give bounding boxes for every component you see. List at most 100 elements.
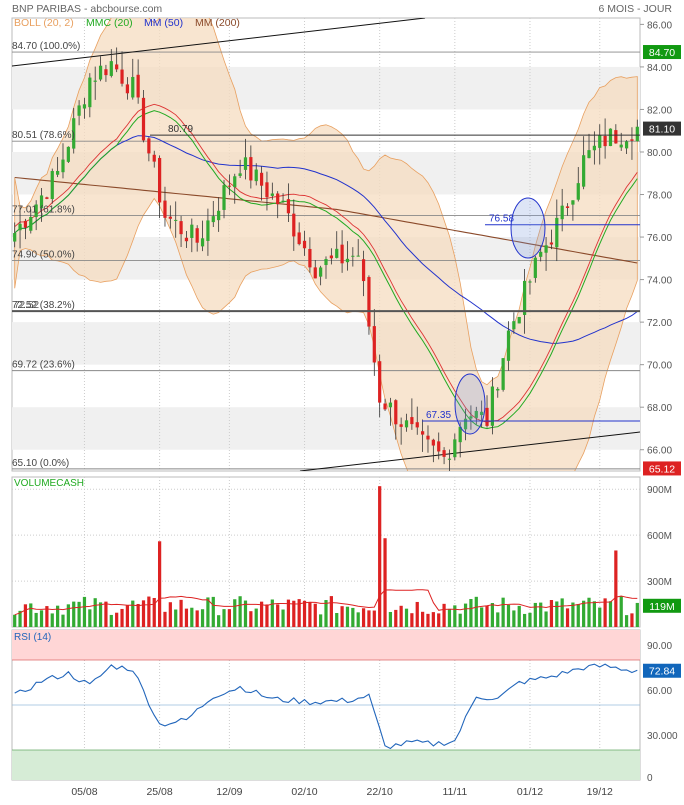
candle-body	[147, 138, 151, 154]
candle	[453, 433, 457, 461]
candle	[222, 179, 226, 219]
volume-bar	[587, 597, 591, 627]
candle-body	[227, 185, 231, 187]
candle-body	[249, 157, 253, 181]
volume-bar	[522, 613, 527, 627]
candle	[624, 140, 629, 155]
candle	[98, 56, 103, 82]
volume-bar	[125, 605, 130, 627]
volume-bar	[329, 596, 333, 627]
volume-bar	[474, 596, 478, 627]
price-badge-label: 81.10	[649, 124, 675, 136]
volume-bar	[442, 603, 446, 627]
candle	[372, 309, 376, 376]
candle	[238, 159, 242, 178]
price-y-tick-label: 70.00	[647, 361, 672, 372]
volume-bar	[222, 609, 226, 627]
candle-body	[120, 69, 124, 84]
volume-bar	[415, 601, 419, 627]
candle	[351, 247, 355, 267]
candle	[233, 173, 237, 204]
candle-body	[608, 128, 613, 147]
trendline-upper	[12, 18, 426, 67]
volume-y-tick-label: 900M	[647, 485, 672, 496]
candle	[522, 269, 527, 334]
candle-body	[222, 185, 226, 210]
candle	[361, 250, 366, 297]
candle	[190, 218, 194, 253]
candle-body	[565, 206, 570, 208]
volume-bar	[200, 609, 205, 627]
candle	[630, 127, 634, 160]
candle	[259, 166, 264, 201]
volume-bar	[431, 612, 435, 627]
volume-bar	[512, 610, 516, 627]
candle	[469, 405, 473, 430]
candle	[18, 206, 22, 249]
candle-body	[555, 217, 559, 248]
volume-bar	[501, 597, 505, 627]
volume-bar	[528, 612, 532, 627]
candle-body	[152, 154, 156, 162]
candle	[340, 230, 344, 273]
price-badge	[643, 461, 681, 476]
candle-body	[66, 146, 70, 162]
candle	[458, 422, 462, 458]
candle	[217, 197, 221, 232]
candle	[195, 225, 199, 252]
candle-body	[45, 197, 49, 199]
volume-bar	[308, 601, 312, 627]
candle-body	[254, 169, 258, 182]
legend-mm200: MM (200)	[195, 17, 240, 29]
candle	[431, 438, 435, 463]
volume-bar	[313, 603, 317, 627]
price-y-tick-label: 66.00	[647, 446, 672, 457]
candle	[485, 395, 489, 428]
candle	[168, 205, 172, 229]
candle	[421, 419, 425, 452]
candle-body	[528, 281, 532, 283]
red-average-line	[14, 103, 638, 423]
candle	[506, 321, 511, 371]
candle	[635, 119, 639, 142]
x-tick-label: 25/08	[146, 786, 172, 798]
candle	[603, 118, 607, 159]
candle-body	[217, 210, 221, 221]
fib-level-label: 77.01 (61.8%)	[12, 205, 75, 216]
volume-bar	[469, 599, 473, 627]
volume-bar	[93, 598, 97, 627]
candle-body	[426, 435, 430, 440]
candle	[571, 200, 575, 221]
volume-bar	[168, 602, 172, 627]
volume-bar	[361, 608, 366, 627]
candle-body	[630, 139, 634, 141]
candle-body	[23, 220, 28, 228]
candle-body	[313, 267, 317, 279]
volume-bar	[555, 601, 559, 627]
candle-body	[109, 61, 113, 76]
candle	[383, 398, 387, 411]
volume-bar	[367, 610, 371, 627]
candle	[378, 354, 382, 418]
candle	[308, 237, 312, 273]
volume-badge-label: 119M	[649, 601, 675, 613]
candle-body	[539, 251, 543, 257]
candle-body	[136, 74, 140, 98]
candle-body	[603, 135, 607, 147]
candle-body	[372, 326, 376, 363]
candle	[490, 377, 495, 435]
candle-body	[50, 171, 54, 199]
candle	[141, 89, 146, 143]
candle	[512, 312, 516, 334]
candle-body	[571, 200, 575, 205]
candle	[598, 124, 602, 165]
candle	[184, 230, 189, 249]
mm50-line	[14, 135, 638, 344]
horizontal-level-label: 67.35	[426, 410, 451, 421]
volume-bar	[233, 599, 237, 627]
rsi-badge	[643, 663, 681, 678]
volume-bar	[72, 601, 76, 627]
volume-bar	[281, 609, 285, 627]
volume-bar	[270, 599, 274, 627]
volume-bar	[351, 607, 355, 627]
